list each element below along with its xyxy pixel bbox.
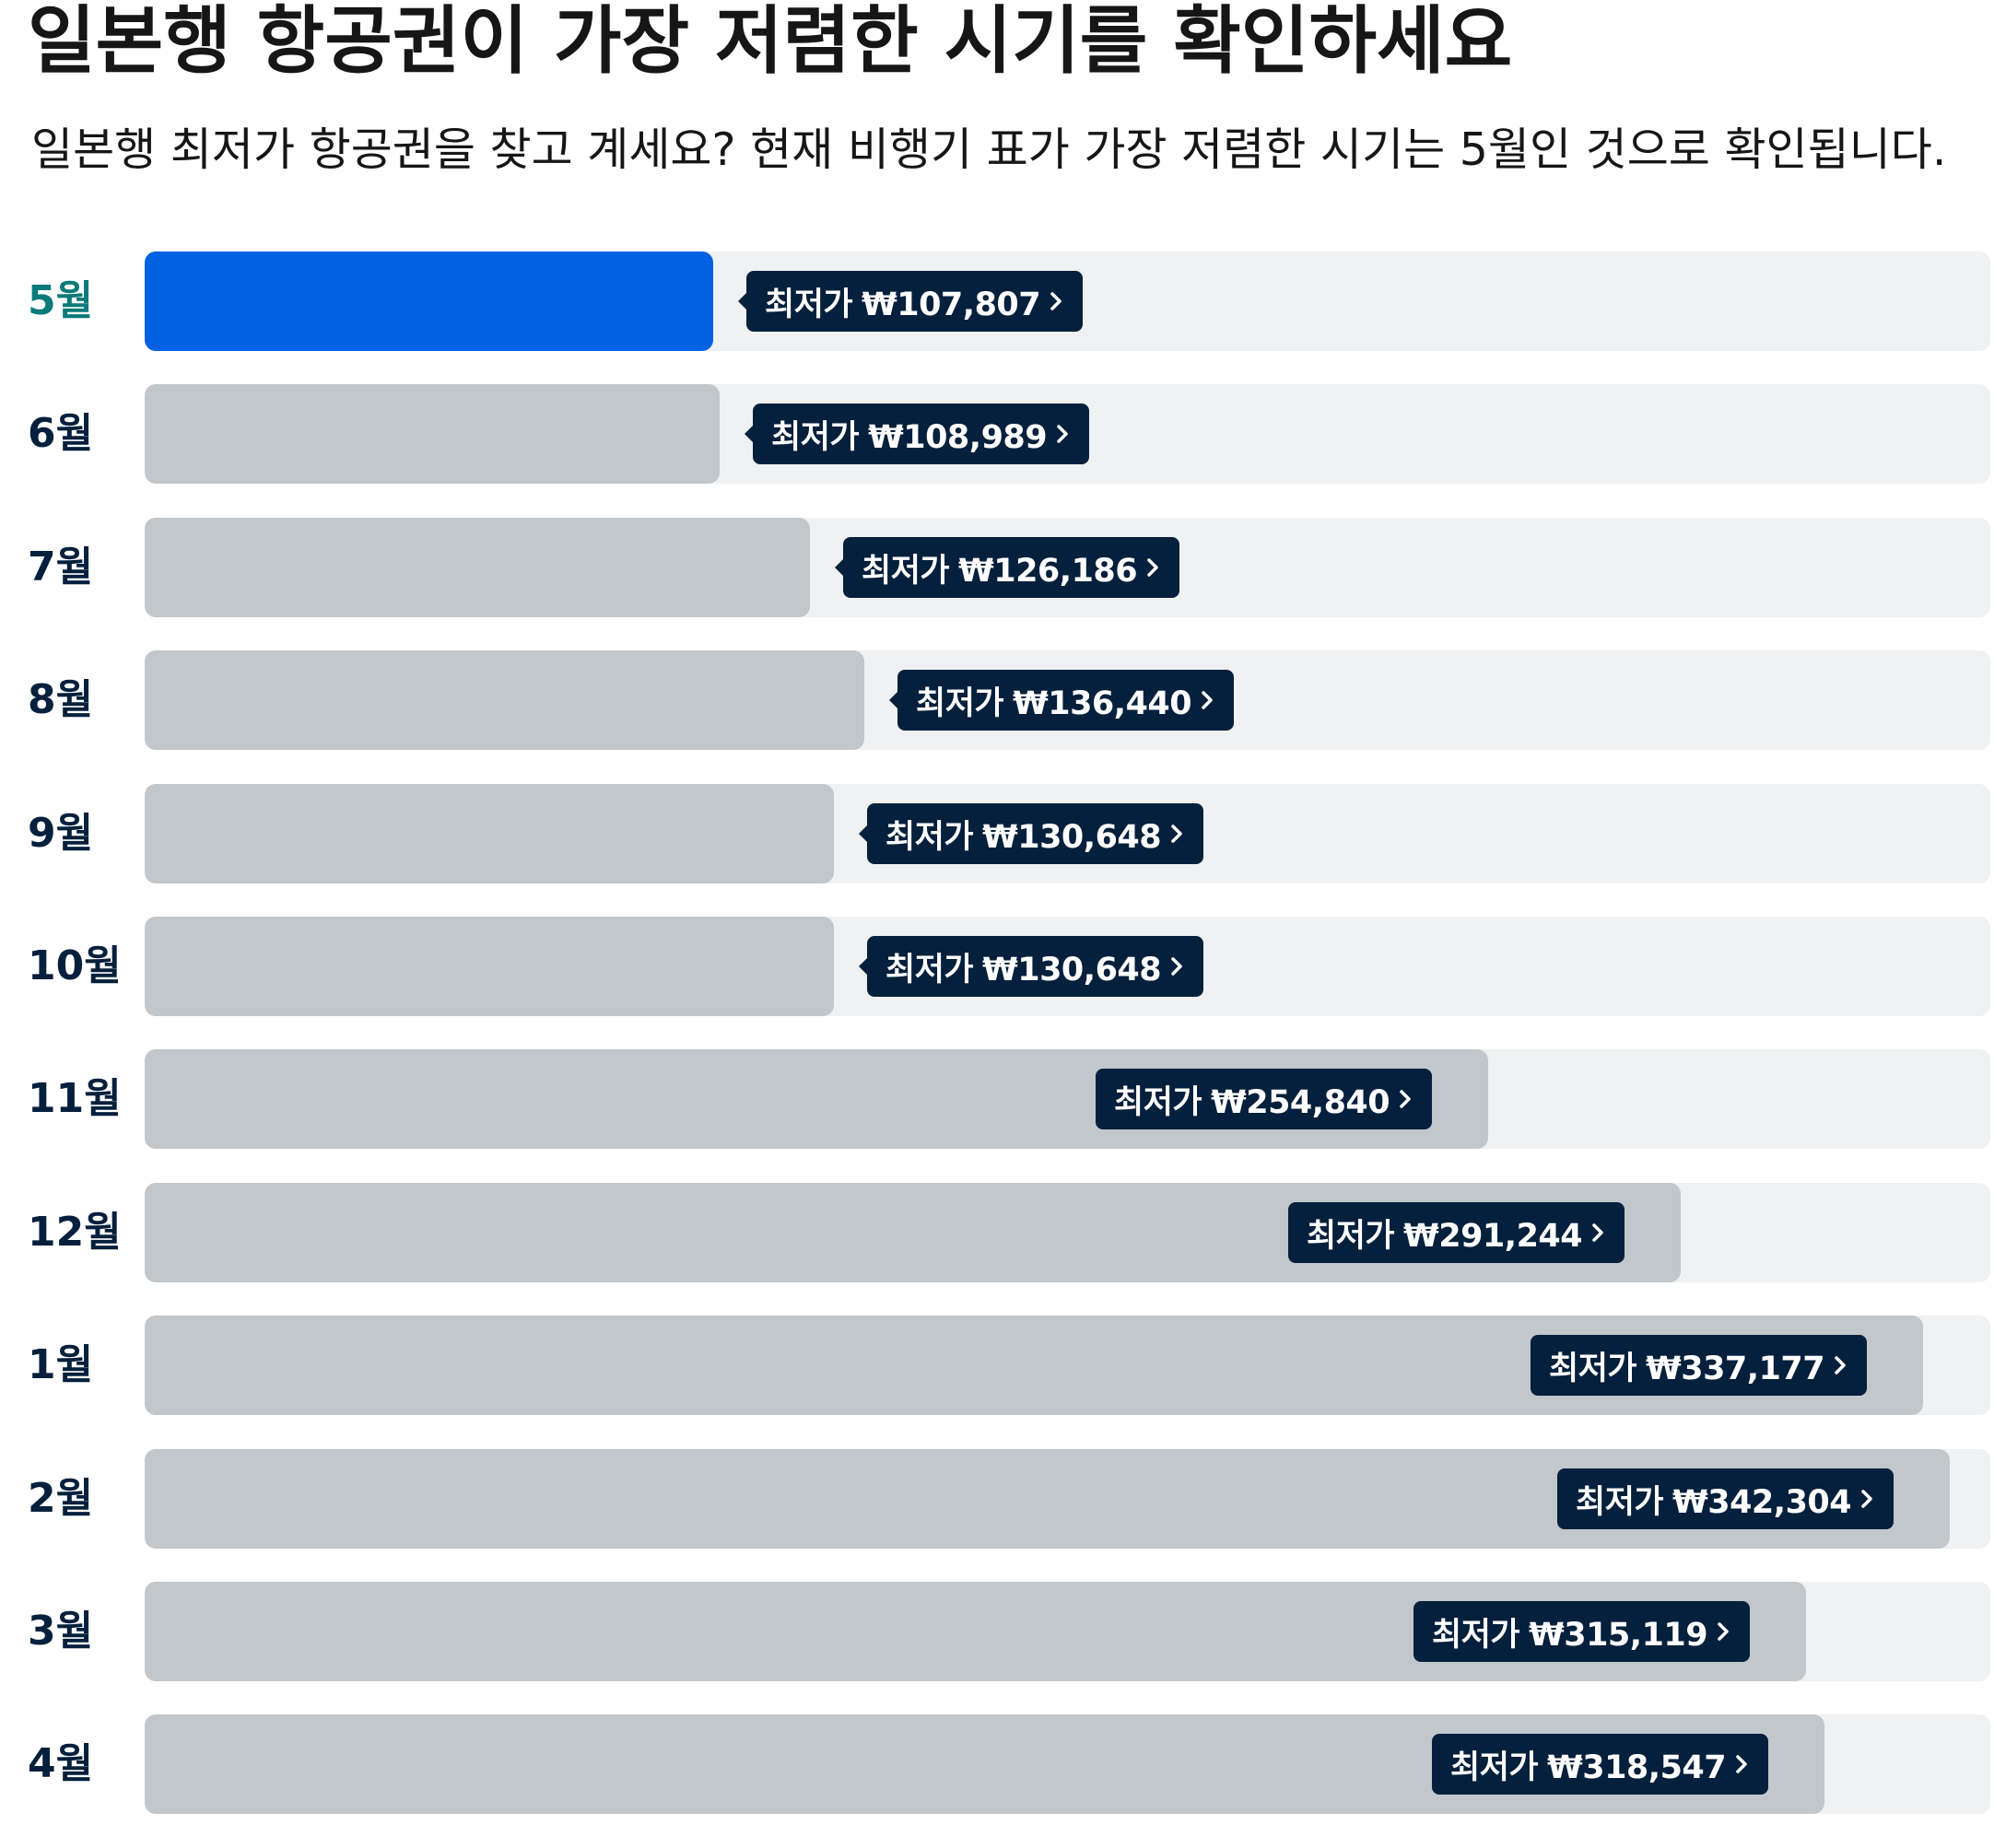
month-label: 4월 [28, 1740, 94, 1787]
price-value: ₩130,648 [982, 951, 1162, 988]
price-prefix: 최저가 [862, 552, 950, 590]
price-tag-label: 최저가 ₩342,304 [1576, 1476, 1852, 1523]
chart-row: 2월 최저가 ₩342,304 [0, 1449, 1994, 1549]
price-value: ₩342,304 [1672, 1483, 1852, 1521]
page-subtitle: 일본행 최저가 항공권을 찾고 계세요? 현재 비행기 표가 가장 저렴한 시기… [31, 123, 1947, 176]
chevron-right-icon [1146, 557, 1159, 578]
month-label: 9월 [28, 810, 94, 857]
price-tag-label: 최저가 ₩315,119 [1432, 1608, 1708, 1655]
price-bar [145, 518, 810, 617]
price-value: ₩108,989 [868, 418, 1048, 456]
price-prefix: 최저가 [1432, 1616, 1520, 1654]
price-tag-label: 최저가 ₩130,648 [886, 943, 1162, 990]
price-tag-button[interactable]: 최저가 ₩108,989 [744, 404, 1090, 464]
chevron-right-icon [1860, 1489, 1873, 1509]
month-label: 7월 [28, 544, 94, 591]
chevron-right-icon [1591, 1222, 1604, 1243]
chevron-right-icon [1056, 424, 1069, 444]
chevron-right-icon [1170, 824, 1183, 844]
chart-row: 12월 최저가 ₩291,244 [0, 1183, 1994, 1282]
price-prefix: 최저가 [916, 684, 1004, 722]
price-value: ₩318,547 [1547, 1749, 1727, 1786]
price-tag-button[interactable]: 최저가 ₩136,440 [888, 670, 1235, 731]
price-bar [145, 917, 834, 1016]
chart-row: 5월 최저가 ₩107,807 [0, 251, 1994, 351]
chart-row: 6월 최저가 ₩108,989 [0, 384, 1994, 484]
chevron-right-icon [1834, 1355, 1847, 1375]
price-tag-button[interactable]: 최저가 ₩130,648 [858, 803, 1204, 864]
price-value: ₩337,177 [1646, 1350, 1825, 1387]
page-title: 일본행 항공권이 가장 저렴한 시기를 확인하세요 [28, 0, 1513, 84]
price-bar [145, 384, 720, 484]
price-value: ₩254,840 [1211, 1083, 1390, 1121]
price-tag-button[interactable]: 최저가 ₩342,304 [1557, 1468, 1894, 1529]
price-bar [145, 784, 834, 883]
chart-row: 1월 최저가 ₩337,177 [0, 1316, 1994, 1415]
price-tag-label: 최저가 ₩254,840 [1114, 1076, 1390, 1123]
price-prefix: 최저가 [1549, 1350, 1637, 1387]
price-tag-button[interactable]: 최저가 ₩318,547 [1432, 1734, 1769, 1795]
price-tag-label: 최저가 ₩107,807 [765, 278, 1041, 325]
price-prefix: 최저가 [1576, 1483, 1664, 1521]
month-label: 8월 [28, 676, 94, 723]
chart-row: 9월 최저가 ₩130,648 [0, 784, 1994, 883]
price-value: ₩107,807 [862, 286, 1041, 323]
month-label: 1월 [28, 1341, 94, 1388]
monthly-price-chart: 5월 최저가 ₩107,807 6월 최저가 ₩108,989 7월 최저가 ₩126,186 8… [0, 251, 1994, 1836]
price-value: ₩315,119 [1529, 1616, 1708, 1654]
month-label: 2월 [28, 1475, 94, 1522]
price-tag-button[interactable]: 최저가 ₩130,648 [858, 936, 1204, 997]
price-tag-label: 최저가 ₩136,440 [916, 677, 1192, 724]
chevron-right-icon [1170, 956, 1183, 977]
price-prefix: 최저가 [1114, 1083, 1202, 1121]
price-tag-label: 최저가 ₩130,648 [886, 811, 1162, 858]
chevron-right-icon [1735, 1754, 1748, 1774]
chevron-right-icon [1717, 1621, 1730, 1642]
price-bar [145, 650, 864, 750]
month-label: 5월 [28, 277, 94, 324]
chevron-right-icon [1201, 690, 1214, 710]
price-value: ₩136,440 [1013, 684, 1192, 722]
price-tag-label: 최저가 ₩318,547 [1450, 1741, 1727, 1788]
price-tag-button[interactable]: 최저가 ₩337,177 [1531, 1335, 1868, 1396]
price-prefix: 최저가 [886, 818, 974, 856]
chart-row: 7월 최저가 ₩126,186 [0, 518, 1994, 617]
price-tag-label: 최저가 ₩108,989 [771, 411, 1048, 458]
month-label: 3월 [28, 1608, 94, 1655]
price-tag-label: 최저가 ₩291,244 [1307, 1210, 1583, 1257]
price-tag-button[interactable]: 최저가 ₩107,807 [737, 271, 1084, 332]
price-value: ₩291,244 [1403, 1217, 1583, 1255]
price-tag-button[interactable]: 최저가 ₩254,840 [1096, 1069, 1433, 1129]
chevron-right-icon [1050, 291, 1062, 311]
price-prefix: 최저가 [771, 418, 860, 456]
price-value: ₩130,648 [982, 818, 1162, 856]
price-tag-button[interactable]: 최저가 ₩291,244 [1288, 1202, 1625, 1263]
month-label: 6월 [28, 410, 94, 457]
price-tag-label: 최저가 ₩126,186 [862, 544, 1138, 591]
chart-row: 10월 최저가 ₩130,648 [0, 917, 1994, 1016]
month-label: 12월 [28, 1209, 122, 1256]
price-tag-button[interactable]: 최저가 ₩315,119 [1413, 1601, 1751, 1662]
chart-row: 11월 최저가 ₩254,840 [0, 1049, 1994, 1149]
price-prefix: 최저가 [1450, 1749, 1539, 1786]
chevron-right-icon [1399, 1089, 1412, 1109]
price-value: ₩126,186 [958, 552, 1138, 590]
price-prefix: 최저가 [765, 286, 853, 323]
price-tag-button[interactable]: 최저가 ₩126,186 [834, 537, 1180, 598]
month-label: 11월 [28, 1075, 122, 1122]
chart-row: 4월 최저가 ₩318,547 [0, 1714, 1994, 1814]
price-tag-label: 최저가 ₩337,177 [1549, 1342, 1825, 1389]
price-prefix: 최저가 [1307, 1217, 1395, 1255]
chart-row: 3월 최저가 ₩315,119 [0, 1582, 1994, 1681]
price-bar [145, 251, 713, 351]
chart-row: 8월 최저가 ₩136,440 [0, 650, 1994, 750]
month-label: 10월 [28, 942, 122, 989]
price-prefix: 최저가 [886, 951, 974, 988]
